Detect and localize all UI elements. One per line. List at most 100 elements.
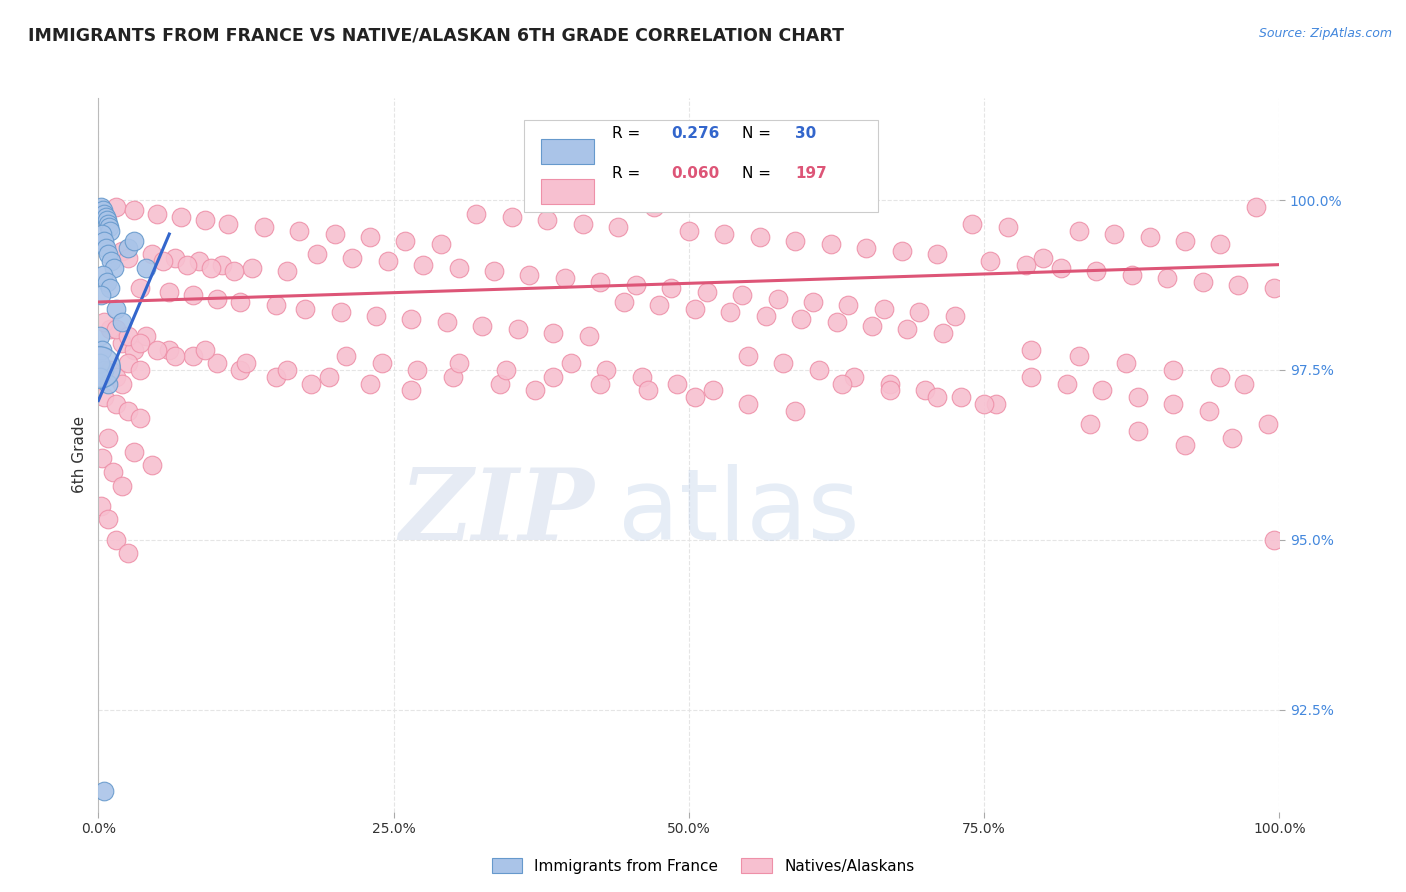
Point — [323, 227, 346, 241]
Text: ZIP: ZIP — [399, 464, 595, 560]
Point — [294, 301, 316, 316]
Point — [825, 315, 848, 329]
Point — [229, 363, 252, 377]
Point — [205, 292, 228, 306]
Text: 0.276: 0.276 — [671, 127, 720, 141]
Point — [111, 478, 134, 492]
Point — [97, 247, 120, 261]
Point — [659, 281, 682, 295]
Point — [896, 322, 918, 336]
Legend: Immigrants from France, Natives/Alaskans: Immigrants from France, Natives/Alaskans — [485, 852, 921, 880]
Point — [447, 260, 470, 275]
Point — [135, 329, 157, 343]
Point — [96, 275, 118, 289]
Point — [844, 369, 866, 384]
Point — [501, 210, 523, 224]
Point — [524, 384, 547, 398]
Point — [1257, 417, 1279, 432]
Point — [441, 369, 464, 384]
Point — [737, 397, 759, 411]
Point — [412, 258, 434, 272]
Point — [748, 230, 770, 244]
Point — [181, 350, 204, 364]
Point — [831, 376, 853, 391]
Point — [122, 203, 145, 218]
Point — [96, 213, 118, 227]
Point — [91, 451, 114, 466]
Point — [93, 207, 115, 221]
Point — [97, 512, 120, 526]
Point — [335, 350, 357, 364]
Point — [925, 390, 948, 404]
Point — [571, 217, 593, 231]
Point — [117, 403, 139, 417]
Point — [105, 369, 128, 384]
Point — [141, 458, 163, 472]
Point — [962, 217, 984, 231]
Point — [111, 376, 134, 391]
Point — [1080, 417, 1102, 432]
Point — [1161, 397, 1184, 411]
Point — [630, 369, 652, 384]
Point — [135, 260, 157, 275]
Text: 30: 30 — [796, 127, 817, 141]
Point — [128, 363, 150, 377]
Point — [807, 363, 830, 377]
Point — [276, 363, 298, 377]
Point — [371, 356, 394, 370]
Point — [93, 363, 115, 377]
Point — [87, 359, 110, 374]
Point — [97, 217, 120, 231]
Point — [1050, 260, 1073, 275]
Point — [122, 343, 145, 357]
Point — [401, 384, 423, 398]
Point — [170, 210, 193, 224]
Point — [755, 309, 778, 323]
Point — [253, 220, 276, 235]
Point — [855, 241, 877, 255]
Point — [117, 356, 139, 370]
Point — [1156, 271, 1178, 285]
Point — [111, 335, 134, 350]
Point — [1067, 350, 1090, 364]
Point — [772, 356, 794, 370]
Point — [1139, 230, 1161, 244]
Point — [229, 295, 252, 310]
FancyBboxPatch shape — [523, 120, 877, 212]
Point — [117, 546, 139, 560]
Point — [394, 234, 416, 248]
Point — [643, 200, 665, 214]
Point — [1085, 264, 1108, 278]
Text: IMMIGRANTS FROM FRANCE VS NATIVE/ALASKAN 6TH GRADE CORRELATION CHART: IMMIGRANTS FROM FRANCE VS NATIVE/ALASKAN… — [28, 27, 844, 45]
Point — [1067, 224, 1090, 238]
Text: N =: N = — [742, 166, 776, 181]
Point — [105, 301, 128, 316]
Text: Source: ZipAtlas.com: Source: ZipAtlas.com — [1258, 27, 1392, 40]
Point — [837, 298, 859, 312]
Point — [973, 397, 995, 411]
Point — [1126, 424, 1149, 438]
Point — [1021, 369, 1043, 384]
Point — [264, 298, 287, 312]
Point — [94, 241, 117, 255]
Point — [89, 369, 111, 384]
Point — [979, 254, 1001, 268]
Point — [299, 376, 322, 391]
Point — [128, 281, 150, 295]
Point — [93, 234, 115, 248]
Point — [98, 363, 121, 377]
Text: 197: 197 — [796, 166, 827, 181]
Point — [105, 533, 128, 547]
Point — [122, 444, 145, 458]
Point — [91, 227, 114, 241]
Point — [1056, 376, 1078, 391]
Point — [1091, 384, 1114, 398]
Bar — [541, 178, 595, 203]
Point — [93, 390, 115, 404]
Point — [89, 329, 111, 343]
Bar — [541, 139, 595, 164]
Point — [1115, 356, 1137, 370]
Point — [447, 356, 470, 370]
Point — [122, 234, 145, 248]
Point — [506, 322, 529, 336]
